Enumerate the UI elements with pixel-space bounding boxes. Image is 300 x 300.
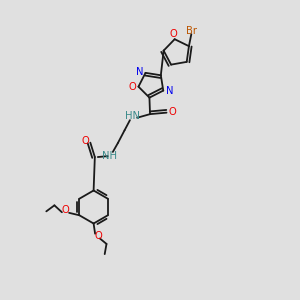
Text: Br: Br <box>186 26 197 36</box>
Text: O: O <box>169 29 177 39</box>
Text: HN: HN <box>125 111 140 121</box>
Text: NH: NH <box>102 151 117 160</box>
Text: O: O <box>61 205 69 215</box>
Text: O: O <box>168 107 176 117</box>
Text: O: O <box>129 82 136 92</box>
Text: O: O <box>95 231 103 241</box>
Text: N: N <box>166 86 173 96</box>
Text: O: O <box>81 136 89 146</box>
Text: N: N <box>136 67 143 77</box>
